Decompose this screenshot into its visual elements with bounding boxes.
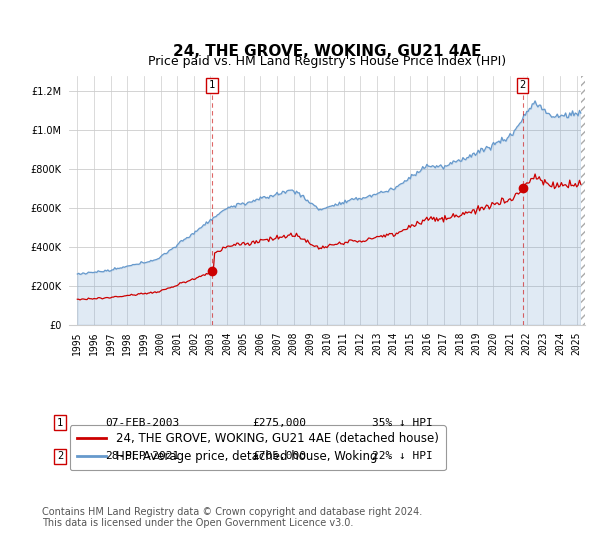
Text: 28-SEP-2021: 28-SEP-2021 — [105, 451, 179, 461]
Title: 24, THE GROVE, WOKING, GU21 4AE: 24, THE GROVE, WOKING, GU21 4AE — [173, 44, 481, 59]
Text: £275,000: £275,000 — [252, 418, 306, 428]
Text: 2: 2 — [57, 451, 63, 461]
Text: 07-FEB-2003: 07-FEB-2003 — [105, 418, 179, 428]
Text: 35% ↓ HPI: 35% ↓ HPI — [372, 418, 433, 428]
Legend: 24, THE GROVE, WOKING, GU21 4AE (detached house), HPI: Average price, detached h: 24, THE GROVE, WOKING, GU21 4AE (detache… — [70, 426, 446, 470]
Text: 1: 1 — [57, 418, 63, 428]
Text: Contains HM Land Registry data © Crown copyright and database right 2024.
This d: Contains HM Land Registry data © Crown c… — [42, 507, 422, 529]
Text: 2: 2 — [520, 80, 526, 90]
Text: £705,000: £705,000 — [252, 451, 306, 461]
Text: 22% ↓ HPI: 22% ↓ HPI — [372, 451, 433, 461]
Text: Price paid vs. HM Land Registry's House Price Index (HPI): Price paid vs. HM Land Registry's House … — [148, 55, 506, 68]
Text: 1: 1 — [209, 80, 215, 90]
